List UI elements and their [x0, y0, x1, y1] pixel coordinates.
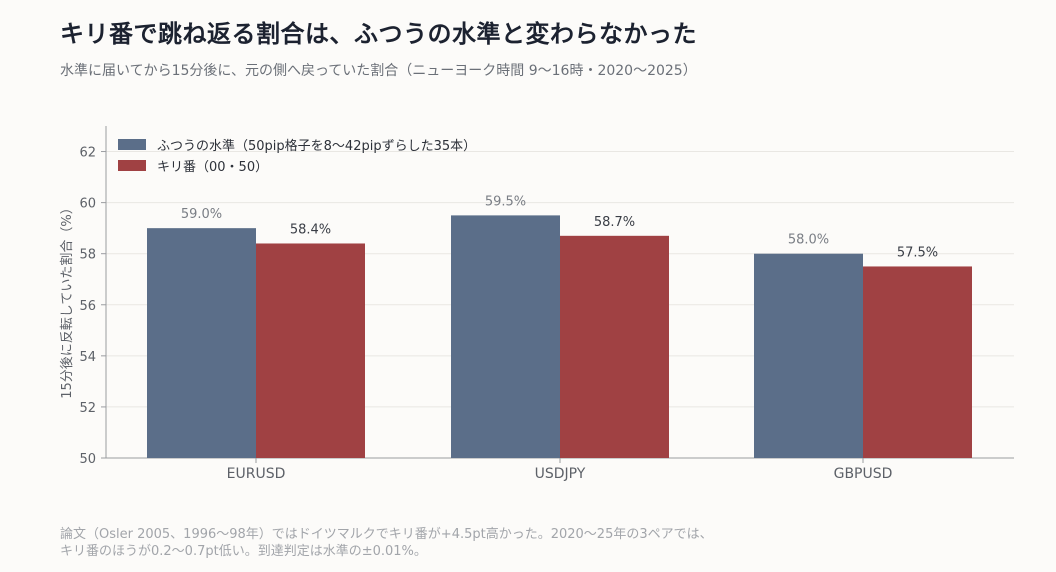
- y-tick-label: 50: [79, 452, 96, 467]
- data-label: 58.4%: [290, 222, 331, 237]
- y-tick-label: 54: [79, 350, 96, 365]
- x-tick-label: GBPUSD: [834, 466, 893, 482]
- legend-label: ふつうの水準（50pip格子を8〜42pipずらした35本）: [157, 138, 476, 154]
- y-tick-label: 56: [79, 299, 96, 314]
- x-tick-label: USDJPY: [535, 466, 586, 482]
- footnote-line-2: キリ番のほうが0.2〜0.7pt低い。到達判定は水準の±0.01%。: [60, 544, 427, 559]
- data-label: 59.5%: [485, 194, 526, 209]
- bar-normal-level: [451, 215, 560, 458]
- data-label: 59.0%: [181, 207, 222, 222]
- y-tick-label: 62: [79, 146, 96, 161]
- y-tick-label: 60: [79, 197, 96, 212]
- y-tick-label: 52: [79, 401, 96, 416]
- legend-swatch: [118, 139, 146, 150]
- bar-round-number: [863, 266, 972, 458]
- footnote: 論文（Osler 2005、1996〜98年）ではドイツマルクでキリ番が+4.5…: [60, 526, 713, 560]
- bar-round-number: [256, 243, 365, 458]
- chart-title: キリ番で跳ね返る割合は、ふつうの水準と変わらなかった: [60, 20, 697, 48]
- bar-round-number: [560, 235, 669, 458]
- data-label: 58.0%: [788, 233, 829, 248]
- y-tick-label: 58: [79, 248, 96, 263]
- chart-subtitle: 水準に届いてから15分後に、元の側へ戻っていた割合（ニューヨーク時間 9〜16時…: [60, 63, 697, 79]
- bar-normal-level: [754, 253, 863, 458]
- legend-label: キリ番（00・50）: [157, 160, 268, 175]
- footnote-line-1: 論文（Osler 2005、1996〜98年）ではドイツマルクでキリ番が+4.5…: [60, 527, 713, 542]
- data-label: 58.7%: [594, 215, 635, 230]
- x-tick-label: EURUSD: [227, 466, 286, 482]
- data-label: 57.5%: [897, 245, 938, 260]
- y-axis-label: 15分後に反転していた割合（%）: [59, 201, 75, 399]
- legend-swatch: [118, 160, 146, 171]
- bar-normal-level: [147, 228, 256, 458]
